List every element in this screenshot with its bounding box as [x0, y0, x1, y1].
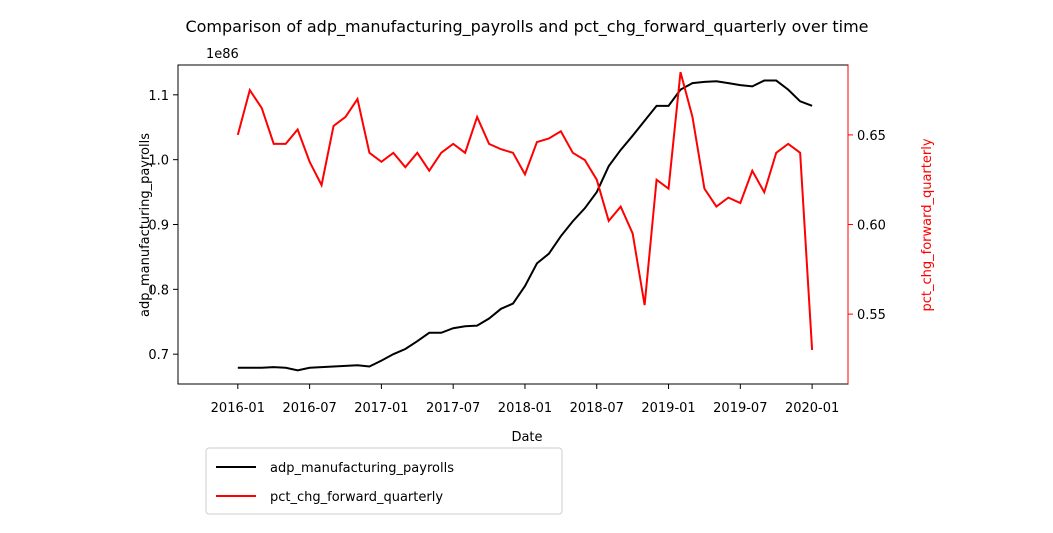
series-line	[237, 79, 813, 372]
plot-frame	[177, 64, 849, 385]
y-tick-label: 0.7	[148, 348, 169, 363]
y2-tick-label: 0.65	[857, 129, 886, 144]
y-tick-label: 0.9	[148, 219, 169, 234]
x-axis-label: Date	[511, 430, 542, 445]
chart-title: Comparison of adp_manufacturing_payrolls…	[185, 17, 868, 37]
legend-label: adp_manufacturing_payrolls	[270, 461, 454, 476]
y-axis-label: adp_manufacturing_payrolls	[138, 133, 153, 317]
legend-box	[205, 447, 563, 515]
y-tick-label: 1.1	[148, 89, 169, 104]
x-tick-label: 2017-07	[426, 401, 480, 416]
series-line	[236, 71, 814, 351]
x-tick-label: 2017-01	[354, 401, 408, 416]
y2-tick-label: 0.55	[857, 308, 886, 323]
x-tick-label: 2019-01	[641, 401, 695, 416]
legend-label: pct_chg_forward_quarterly	[270, 490, 443, 505]
x-tick-label: 2019-07	[713, 401, 767, 416]
x-tick-label: 2020-01	[785, 401, 839, 416]
x-tick-label: 2016-01	[211, 401, 265, 416]
y-tick-label: 0.8	[148, 283, 169, 298]
x-tick-label: 2016-07	[282, 401, 336, 416]
y-tick-label: 1.0	[148, 154, 169, 169]
x-tick-label: 2018-01	[498, 401, 552, 416]
y2-axis-label: pct_chg_forward_quarterly	[920, 138, 935, 311]
x-tick-label: 2018-07	[570, 401, 624, 416]
y-offset-label: 1e86	[206, 47, 239, 62]
y2-tick-label: 0.60	[857, 219, 886, 234]
